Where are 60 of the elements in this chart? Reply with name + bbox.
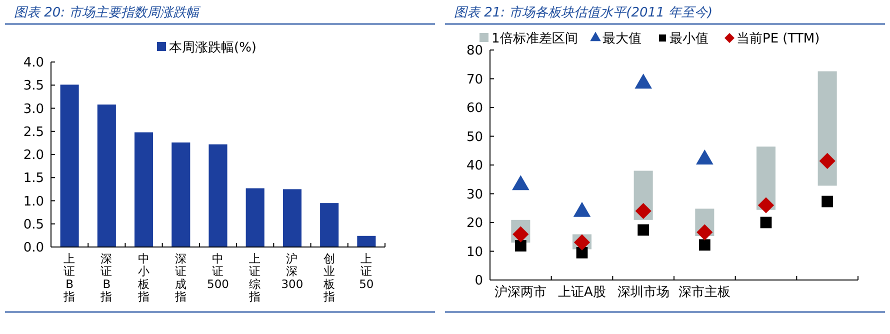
legend-label: 本周涨跌幅(%): [169, 40, 256, 56]
y-tick-label: 30: [466, 187, 483, 202]
chart-title: 图表 20: 市场主要指数周涨跌幅: [14, 4, 202, 21]
bar: [172, 142, 190, 247]
legend-label: 最大值: [602, 32, 642, 47]
point: [760, 216, 772, 228]
x-tick-label: 深证B指: [100, 252, 113, 304]
legend-label: 当前PE (TTM): [736, 32, 820, 47]
point: [638, 224, 650, 236]
x-tick-label: 深市主板: [678, 284, 731, 300]
y-tick-label: 80: [466, 44, 483, 59]
y-tick-label: 50: [466, 130, 483, 145]
y-tick-label: 0.5: [23, 217, 44, 232]
x-tick-label: 创业板指: [322, 252, 336, 304]
x-tick-label: 上证B指: [62, 252, 76, 304]
y-tick-label: 4.0: [23, 56, 44, 71]
y-tick-label: 0.0: [23, 240, 44, 256]
x-tick-label: 上证A股: [558, 285, 606, 300]
y-tick-label: 3.0: [23, 102, 44, 117]
chart-title: 图表 21: 市场各板块估值水平(2011 年至今): [454, 6, 713, 21]
bar: [818, 71, 837, 186]
x-tick-label: 上证50: [359, 252, 374, 291]
y-tick-label: 2.0: [23, 148, 44, 164]
point: [635, 202, 652, 220]
x-tick-label: 中证500: [207, 252, 229, 291]
y-tick-label: 60: [466, 101, 483, 116]
bar: [282, 189, 302, 247]
point: [634, 74, 652, 89]
point: [819, 152, 836, 170]
x-tick-label: 沪深300: [281, 252, 304, 291]
y-tick-label: 20: [466, 216, 483, 232]
y-tick-label: 40: [466, 158, 483, 174]
y-tick-label: 10: [466, 244, 483, 260]
y-tick-label: 3.5: [23, 78, 44, 94]
bar: [134, 132, 154, 247]
y-tick-label: 70: [466, 72, 483, 88]
bar: [756, 146, 776, 210]
x-tick-label: 中小板指: [136, 252, 150, 304]
point: [698, 239, 710, 251]
point: [514, 240, 526, 252]
bar: [320, 203, 339, 247]
x-tick-label: 深圳市场: [617, 285, 670, 300]
bar: [208, 144, 228, 247]
x-tick-label: 沪深两市: [494, 284, 547, 300]
y-tick-label: 1.0: [23, 194, 44, 210]
point: [696, 150, 714, 165]
y-tick-label: 1.5: [23, 171, 44, 186]
bar: [97, 104, 116, 247]
bar: [357, 236, 376, 247]
x-tick-label: 上证综指: [248, 252, 262, 304]
bar: [246, 188, 264, 247]
point: [696, 224, 713, 240]
y-tick-label: 0: [474, 274, 483, 289]
bar: [60, 84, 79, 247]
x-tick-label: 深证成指: [174, 252, 187, 304]
legend-label: 1倍标准差区间: [492, 32, 578, 47]
point: [758, 197, 774, 214]
legend-label: 最小值: [670, 32, 708, 47]
y-tick-label: 2.5: [23, 124, 44, 140]
point: [822, 196, 834, 208]
